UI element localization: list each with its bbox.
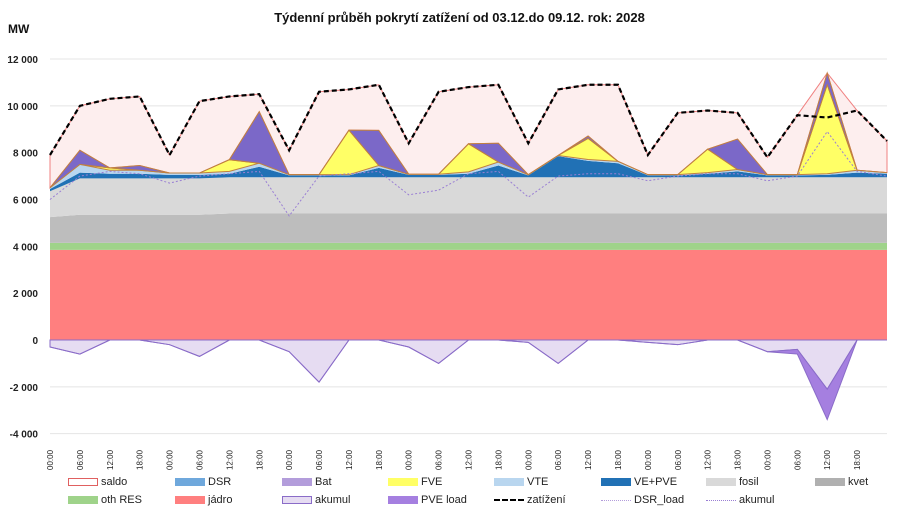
legend-item: oth RES — [68, 494, 142, 506]
x-tick-label: 18:00 — [494, 449, 503, 470]
x-tick-label: 18:00 — [734, 449, 743, 470]
x-tick-label: 00:00 — [405, 449, 414, 470]
x-tick-label: 00:00 — [524, 449, 533, 470]
legend-item: jádro — [175, 494, 232, 506]
legend-swatch — [388, 496, 418, 504]
y-tick-label: 0 — [32, 336, 38, 347]
chart-title: Týdenní průběh pokrytí zatížení od 03.12… — [274, 10, 645, 25]
y-tick-label: 4 000 — [13, 242, 38, 253]
legend-item: FVE — [388, 476, 442, 488]
area-kvet — [50, 213, 887, 243]
x-tick-label: 06:00 — [315, 449, 324, 470]
legend-swatch — [282, 496, 312, 504]
legend-label: Bat — [315, 476, 332, 488]
area-oth-res — [50, 242, 887, 250]
x-tick-label: 18:00 — [136, 449, 145, 470]
legend-label: DSR — [208, 476, 232, 488]
y-axis-label: MW — [8, 22, 30, 36]
legend-item: zatížení — [494, 494, 566, 506]
legend-label: zatížení — [527, 494, 566, 506]
x-tick-label: 06:00 — [435, 449, 444, 470]
line-dsr-load — [49, 130, 888, 217]
legend-label: fosil — [739, 476, 759, 488]
x-tick-label: 06:00 — [195, 449, 204, 470]
x-tick-label: 18:00 — [255, 449, 264, 470]
x-tick-label: 00:00 — [644, 449, 653, 470]
legend-swatch — [601, 478, 631, 486]
legend-swatch — [601, 499, 631, 501]
legend-label: VTE — [527, 476, 549, 488]
legend-item: kvet — [815, 476, 868, 488]
x-tick-label: 12:00 — [823, 449, 832, 470]
legend-item: akumul — [282, 494, 350, 506]
x-tick-label: 12:00 — [465, 449, 474, 470]
x-tick-label: 18:00 — [853, 449, 862, 470]
legend-label: DSR_load — [634, 494, 685, 506]
y-tick-label: 6 000 — [13, 196, 38, 207]
legend-item: DSR — [175, 476, 231, 488]
legend-item: VTE — [494, 476, 548, 488]
x-tick-label: 12:00 — [704, 449, 713, 470]
x-tick-label: 06:00 — [674, 449, 683, 470]
area-j-dro — [50, 249, 887, 340]
y-tick-label: 2 000 — [13, 289, 38, 300]
legend-label: akumul — [315, 494, 351, 506]
x-tick-label: 00:00 — [285, 449, 294, 470]
y-tick-label: 12 000 — [7, 55, 38, 66]
legend-swatch — [494, 499, 524, 501]
legend-item: akumul — [706, 494, 774, 506]
y-tick-label: -2 000 — [10, 383, 39, 394]
legend-label: saldo — [101, 476, 128, 488]
x-tick-label: 00:00 — [166, 449, 175, 470]
x-tick-label: 12:00 — [584, 449, 593, 470]
x-tick-label: 06:00 — [76, 449, 85, 470]
legend-item: PVE load — [388, 494, 467, 506]
y-tick-label: 10 000 — [7, 102, 38, 113]
area-pve-load — [49, 339, 887, 421]
legend-label: FVE — [421, 476, 443, 488]
legend-label: PVE load — [421, 494, 467, 506]
line-zat-en- — [49, 83, 888, 160]
legend-swatch — [68, 478, 98, 486]
legend-swatch — [175, 496, 205, 504]
legend-label: akumul — [739, 494, 775, 506]
x-tick-label: 00:00 — [46, 449, 55, 470]
legend-item: saldo — [68, 476, 127, 488]
legend-label: VE+PVE — [634, 476, 678, 488]
y-tick-label: 8 000 — [13, 149, 38, 160]
legend-swatch — [494, 478, 524, 486]
legend-label: kvet — [848, 476, 869, 488]
x-tick-label: 12:00 — [106, 449, 115, 470]
legend-swatch — [175, 478, 205, 486]
legend-label: jádro — [208, 494, 233, 506]
legend-swatch — [706, 499, 736, 501]
legend-item: Bat — [282, 476, 332, 488]
legend-swatch — [68, 496, 98, 504]
x-tick-label: 12:00 — [345, 449, 354, 470]
legend-swatch — [706, 478, 736, 486]
x-tick-label: 18:00 — [614, 449, 623, 470]
legend-item: DSR_load — [601, 494, 684, 506]
y-tick-label: -4 000 — [10, 430, 39, 441]
x-tick-label: 00:00 — [763, 449, 772, 470]
x-tick-label: 18:00 — [375, 449, 384, 470]
legend-label: oth RES — [101, 494, 142, 506]
area-fosil — [50, 177, 887, 218]
x-tick-label: 06:00 — [793, 449, 802, 470]
legend-item: fosil — [706, 476, 759, 488]
x-tick-label: 12:00 — [225, 449, 234, 470]
legend-swatch — [815, 478, 845, 486]
legend-swatch — [282, 478, 312, 486]
x-tick-label: 06:00 — [554, 449, 563, 470]
legend-item: VE+PVE — [601, 476, 677, 488]
legend-swatch — [388, 478, 418, 486]
